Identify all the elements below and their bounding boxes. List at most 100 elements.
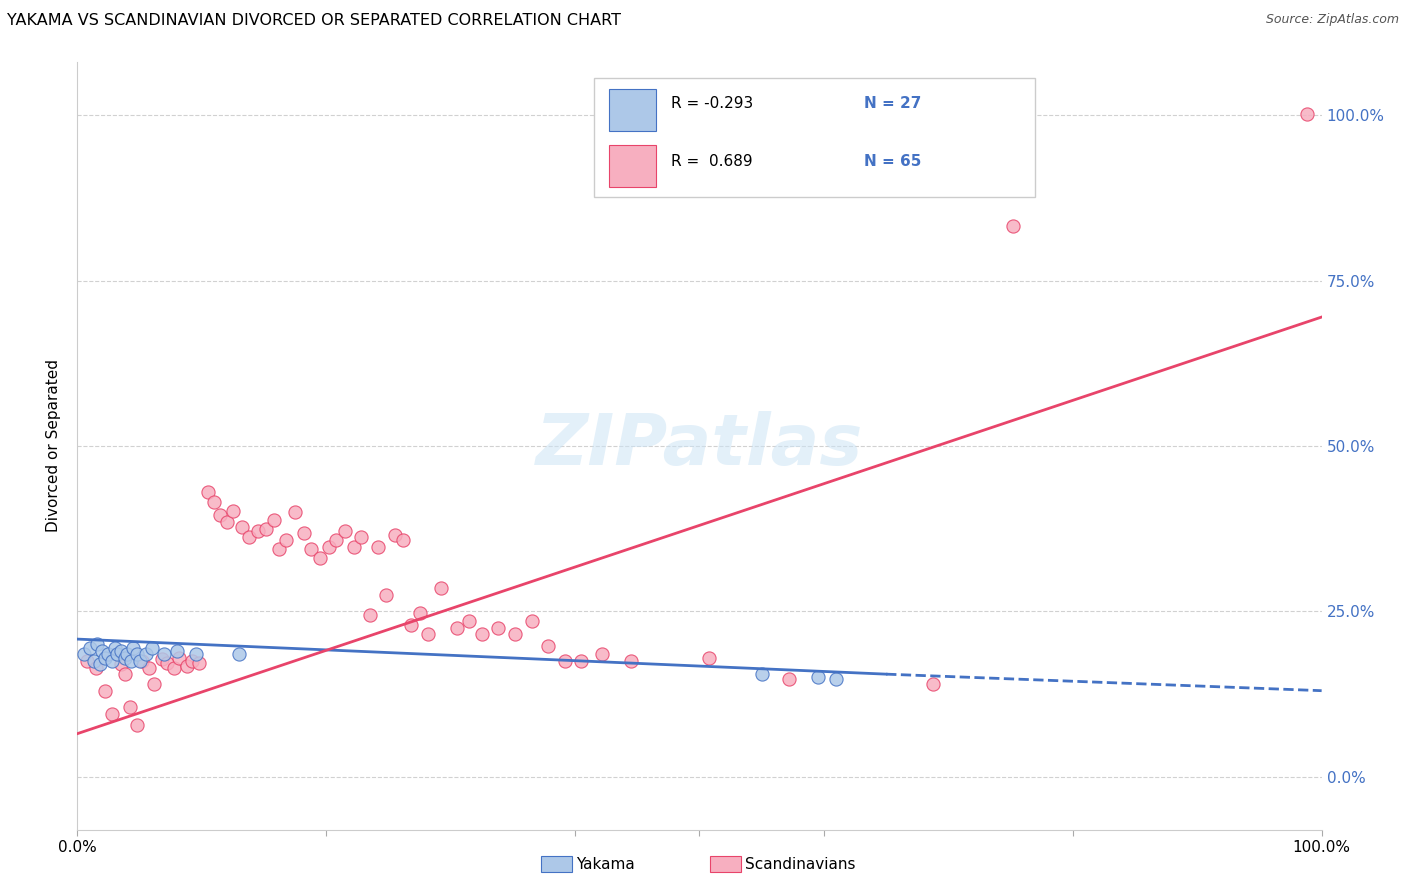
Point [166,644,188,658]
Point [554,654,576,668]
Point [1002,219,1025,234]
Point [120,654,142,668]
Text: Scandinavians: Scandinavians [745,857,856,871]
Point [169,650,191,665]
Point [101,654,124,668]
Point [91,644,114,658]
Point [135,648,157,662]
Point [263,513,285,527]
Point [228,648,250,662]
Point [105,648,128,662]
Point [392,533,415,547]
Point [93,650,115,665]
Point [209,508,232,523]
Point [333,524,356,538]
Point [367,540,389,554]
Point [267,541,290,556]
Point [131,654,153,668]
Point [115,648,138,662]
Text: N = 65: N = 65 [863,153,921,169]
Bar [609,145,657,187]
Point [246,524,269,538]
Point [486,621,509,635]
Point [143,677,166,691]
Point [101,706,124,721]
Point [114,667,136,681]
Text: R =  0.689: R = 0.689 [671,153,752,169]
Point [79,640,101,655]
Point [156,656,179,670]
Point [471,627,494,641]
Point [256,522,278,536]
Point [1295,107,1317,121]
Point [231,519,253,533]
Point [342,540,364,554]
Point [292,526,315,541]
Point [350,530,373,544]
Point [299,541,322,556]
Point [76,654,98,668]
Point [93,683,115,698]
Point [180,654,202,668]
Point [374,588,396,602]
Point [751,667,773,681]
Point [922,677,945,691]
Point [72,648,94,662]
Point [84,660,107,674]
Point [122,640,145,655]
Point [276,533,298,547]
Text: Source: ZipAtlas.com: Source: ZipAtlas.com [1265,13,1399,27]
Point [125,718,148,732]
Point [309,551,332,566]
Point [97,648,120,662]
Point [408,606,430,620]
Point [153,648,176,662]
Point [110,657,132,672]
Point [446,621,468,635]
Text: N = 27: N = 27 [863,96,921,112]
Point [699,650,721,665]
Point [520,614,543,628]
Point [359,607,381,622]
Point [458,614,481,628]
Text: Yakama: Yakama [576,857,636,871]
Point [537,639,560,653]
Point [89,657,111,672]
Point [215,515,238,529]
Point [188,656,211,670]
Point [778,672,800,686]
Point [163,660,186,674]
Point [184,648,207,662]
Point [325,533,347,547]
Point [569,654,592,668]
Point [125,648,148,662]
Point [620,654,643,668]
Point [197,485,219,500]
Text: YAKAMA VS SCANDINAVIAN DIVORCED OR SEPARATED CORRELATION CHART: YAKAMA VS SCANDINAVIAN DIVORCED OR SEPAR… [7,13,621,29]
Point [110,644,132,658]
Point [318,540,340,554]
Text: R = -0.293: R = -0.293 [671,96,754,112]
Point [150,652,173,666]
Point [238,530,260,544]
Bar [609,89,657,131]
Point [418,627,440,641]
FancyBboxPatch shape [593,78,1035,197]
Point [114,650,136,665]
Point [384,528,406,542]
Y-axis label: Divorced or Separated: Divorced or Separated [46,359,62,533]
Point [222,504,245,518]
Point [176,658,198,673]
Point [284,505,307,519]
Point [128,654,150,668]
Point [83,654,105,668]
Point [104,640,127,655]
Point [825,672,848,686]
Text: ZIPatlas: ZIPatlas [536,411,863,481]
Point [399,617,422,632]
Point [429,581,451,595]
Point [86,637,108,651]
Point [141,640,163,655]
Point [118,700,141,714]
Point [807,670,830,684]
